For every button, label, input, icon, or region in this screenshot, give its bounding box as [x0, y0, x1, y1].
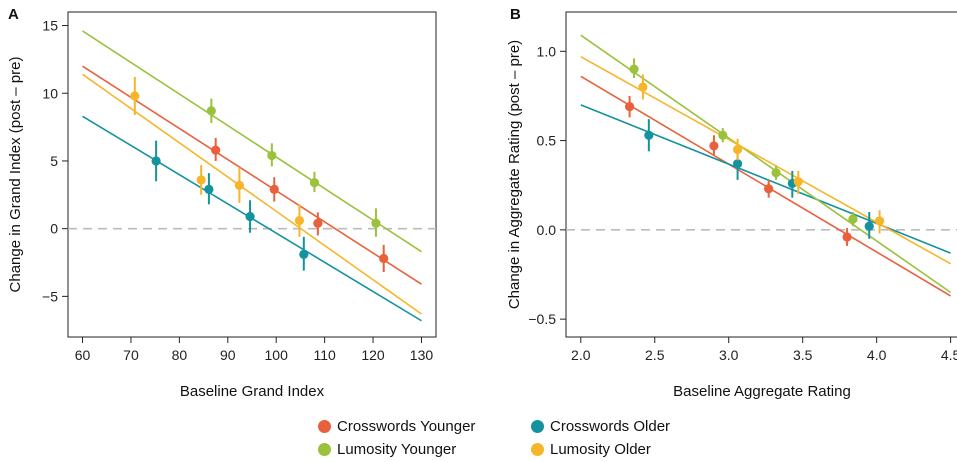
legend-item-lumosity-younger: Lumosity Younger: [318, 441, 456, 458]
panel-a-point-co-2: [245, 211, 255, 222]
panel-a-point-lo-1: [196, 175, 206, 185]
panel-b-xtick-label-2: 3.0: [719, 347, 739, 363]
panel-b-ylabel: Change in Aggregate Rating (post – pre): [506, 40, 523, 309]
panel-a-xtick-label-6: 120: [361, 347, 385, 363]
panel-b-point-cy-2: [764, 184, 774, 194]
panel-a-point-ly-0: [206, 106, 216, 116]
panel-a-xtick-label-3: 90: [220, 347, 236, 363]
panel-a-ytick-label-2: 5: [50, 153, 58, 169]
legend-label-crosswords-older: Crosswords Older: [550, 418, 671, 435]
panel-a-point-cy-0: [211, 145, 221, 155]
panel-a-xlabel: Baseline Grand Index: [180, 383, 325, 400]
panel-a-xtick-label-7: 130: [410, 347, 434, 363]
panel-a-ylabel: Change in Grand Index (post – pre): [7, 57, 24, 293]
panel-a-point-ly-1: [267, 150, 277, 161]
panel-a-point-cy-3: [379, 253, 389, 264]
panel-a-fit-cy: [82, 65, 422, 285]
legend-item-crosswords-younger: Crosswords Younger: [318, 418, 475, 435]
panel-a-point-lo-3: [294, 215, 305, 226]
panel-b-point-lo-0: [638, 82, 648, 92]
panel-a-point-lo-0: [130, 91, 140, 101]
panel-b-xtick-label-3: 3.5: [793, 347, 813, 363]
panel-a-xtick-label-4: 100: [265, 347, 289, 363]
panel-b-xtick-label-5: 4.5: [941, 347, 957, 363]
panel-a-point-ly-2: [309, 178, 320, 188]
legend-swatch-crosswords-older: [531, 420, 544, 433]
panel-a-xtick-label-2: 80: [172, 347, 188, 363]
panel-a-point-cy-2: [313, 218, 323, 228]
panel-b-point-lo-1: [732, 144, 743, 155]
legend-swatch-lumosity-older: [531, 443, 544, 456]
legend-label-crosswords-younger: Crosswords Younger: [337, 418, 476, 435]
panel-b-ytick-label-0: −0.5: [528, 311, 556, 327]
panel-a-xtick-label-1: 70: [123, 347, 139, 363]
panel-a-xtick-label-5: 110: [313, 347, 336, 363]
panel-b-xtick-label-0: 2.0: [571, 347, 591, 363]
legend: Crosswords Younger Crosswords Older Lumo…: [318, 418, 738, 462]
panel-a: A 60 70 80 90 100 110 120 130 −5 0 5 10 15 Baseline Gr…: [7, 6, 437, 400]
legend-swatch-lumosity-younger: [318, 443, 331, 456]
panel-b-point-co-0: [644, 130, 654, 140]
panel-b-xtick-label-4: 4.0: [867, 347, 887, 363]
panel-b-label: B: [510, 6, 521, 23]
legend-item-lumosity-older: Lumosity Older: [531, 441, 651, 458]
panel-a-ytick-label-3: 10: [42, 85, 58, 101]
panel-b-xlabel: Baseline Aggregate Rating: [673, 383, 851, 400]
panel-a-fit-lo: [82, 73, 422, 315]
panel-a-label: A: [8, 6, 19, 23]
panel-b-point-co-1: [732, 159, 743, 169]
panel-a-point-cy-1: [269, 184, 279, 194]
panel-b-frame: [565, 11, 957, 338]
panel-b-point-ly-3: [848, 214, 858, 224]
panel-a-frame: [67, 11, 437, 338]
panel-b-point-ly-1: [718, 130, 728, 140]
panel-a-point-co-3: [299, 249, 309, 259]
panel-b-ytick-label-1: 0.0: [537, 222, 557, 238]
panel-b-fit-lo: [580, 55, 951, 265]
legend-label-lumosity-older: Lumosity Older: [550, 441, 651, 458]
panel-b-point-cy-1: [709, 141, 719, 151]
panel-b: B 2.0 2.5 3.0 3.5 4.0 4.5 −0.5 0.0 0.5 1.0 Baseline…: [506, 6, 957, 400]
panel-a-ytick-label-4: 15: [42, 18, 58, 34]
legend-label-lumosity-younger: Lumosity Younger: [337, 441, 457, 458]
panel-a-ytick-label-0: −5: [42, 288, 58, 304]
panel-a-xtick-label-0: 60: [75, 347, 91, 363]
panel-b-point-cy-0: [625, 102, 635, 112]
panel-b-ytick-label-3: 1.0: [537, 43, 557, 59]
panel-b-xtick-label-1: 2.5: [645, 347, 665, 363]
panel-a-point-co-0: [151, 156, 161, 166]
panel-b-fit-co: [580, 104, 951, 254]
panel-b-point-lo-3: [875, 216, 885, 226]
panel-a-point-co-1: [204, 184, 214, 194]
panel-b-point-ly-2: [771, 168, 781, 178]
panel-a-point-ly-3: [371, 218, 381, 228]
panel-a-ytick-label-1: 0: [50, 221, 58, 237]
panel-b-point-ly-0: [629, 64, 639, 74]
legend-item-crosswords-older: Crosswords Older: [531, 418, 670, 435]
legend-swatch-crosswords-younger: [318, 420, 331, 433]
panel-b-point-cy-3: [842, 232, 852, 242]
panel-b-fit-ly: [580, 34, 952, 294]
panel-b-point-co-3: [864, 221, 874, 231]
panel-b-ytick-label-2: 0.5: [537, 133, 557, 149]
panel-a-point-lo-2: [234, 180, 245, 190]
panel-b-point-lo-2: [793, 177, 803, 187]
panel-a-fit-ly: [82, 30, 422, 253]
